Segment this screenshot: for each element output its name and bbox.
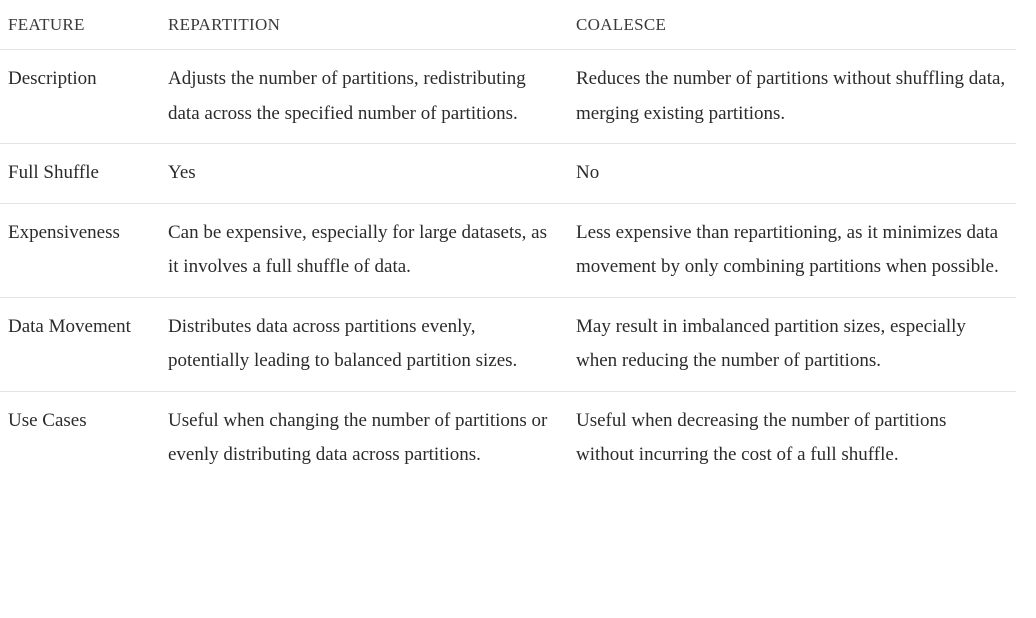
feature-cell: Data Movement bbox=[0, 297, 160, 392]
repartition-cell: Can be expensive, especially for large d… bbox=[160, 203, 568, 298]
coalesce-cell: May result in imbalanced partition sizes… bbox=[568, 297, 1016, 392]
feature-cell: Description bbox=[0, 49, 160, 144]
table-body: Description Adjusts the number of partit… bbox=[0, 49, 1016, 485]
table-row: Use Cases Useful when changing the numbe… bbox=[0, 391, 1016, 485]
feature-cell: Expensiveness bbox=[0, 203, 160, 298]
table-row: Description Adjusts the number of partit… bbox=[0, 49, 1016, 144]
table-row: Full Shuffle Yes No bbox=[0, 143, 1016, 204]
coalesce-cell: Less expensive than repartitioning, as i… bbox=[568, 203, 1016, 298]
repartition-cell: Adjusts the number of partitions, redist… bbox=[160, 49, 568, 144]
table-row: Expensiveness Can be expensive, especial… bbox=[0, 203, 1016, 298]
coalesce-cell: Useful when decreasing the number of par… bbox=[576, 409, 947, 466]
comparison-table: FEATURE REPARTITION COALESCE Description… bbox=[0, 0, 1016, 485]
coalesce-cell: Reduces the number of partitions without… bbox=[568, 49, 1016, 144]
header-row: FEATURE REPARTITION COALESCE bbox=[0, 0, 1016, 50]
coalesce-cell: No bbox=[568, 143, 1016, 204]
table-header: FEATURE REPARTITION COALESCE bbox=[0, 0, 1016, 50]
header-feature: FEATURE bbox=[0, 0, 160, 50]
repartition-cell: Distributes data across partitions evenl… bbox=[160, 297, 568, 392]
repartition-cell: Yes bbox=[160, 143, 568, 204]
feature-cell: Full Shuffle bbox=[0, 143, 160, 204]
header-coalesce: COALESCE bbox=[568, 0, 1016, 50]
table-row: Data Movement Distributes data across pa… bbox=[0, 297, 1016, 392]
repartition-cell: Useful when changing the number of parti… bbox=[168, 409, 548, 466]
header-repartition: REPARTITION bbox=[160, 0, 568, 50]
feature-cell: Use Cases bbox=[8, 409, 87, 431]
